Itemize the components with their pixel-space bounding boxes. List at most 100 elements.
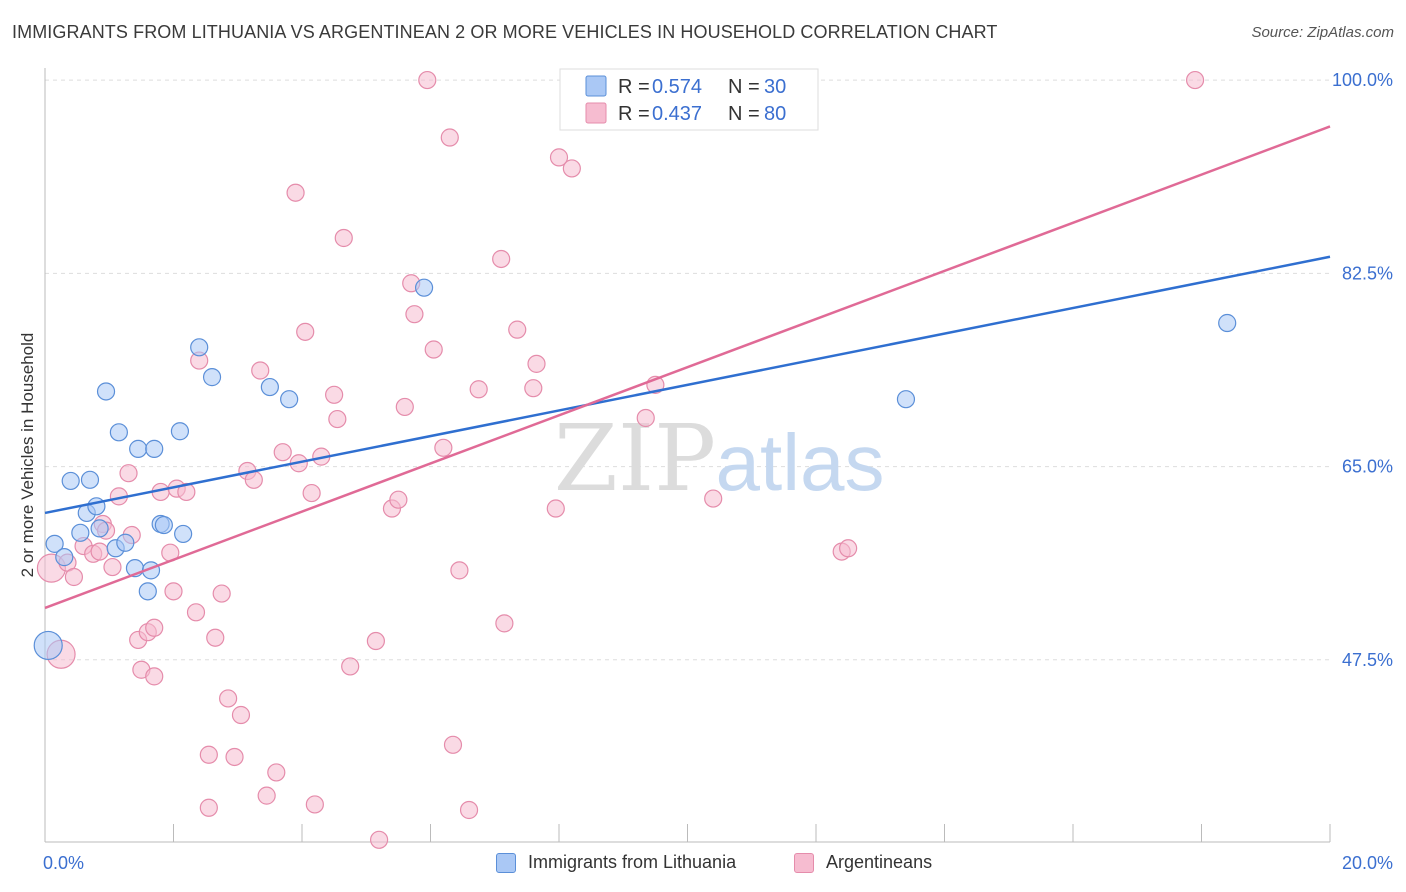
argentineans-point xyxy=(267,763,286,782)
x-tick-label-max: 20.0% xyxy=(1342,853,1393,873)
argentineans-point xyxy=(225,747,244,767)
argentineans-point xyxy=(64,567,84,587)
argentineans-point xyxy=(257,786,276,805)
argentineans-point xyxy=(325,385,344,404)
legend-item-argentineans[interactable]: Argentineans xyxy=(794,852,932,873)
lithuania-point xyxy=(96,382,116,401)
argentineans-point xyxy=(424,340,443,359)
argentineans-point xyxy=(395,397,414,417)
argentineans-point xyxy=(244,470,263,489)
argentineans-point xyxy=(704,489,723,508)
argentineans-point xyxy=(199,798,218,817)
lithuania-point xyxy=(170,422,190,441)
legend-n-value-argentineans: 80 xyxy=(764,103,786,125)
legend-n-label-argentineans: N = xyxy=(728,103,760,125)
lithuania-point xyxy=(138,582,157,601)
argentineans-point xyxy=(119,464,138,483)
legend-top: R = 0.574 N = 30 R = 0.437 N = 80 xyxy=(559,68,819,131)
legend-bottom: Immigrants from Lithuania Argentineans xyxy=(0,852,1406,876)
argentineans-point xyxy=(286,183,305,202)
x-tick-label-min: 0.0% xyxy=(43,853,84,873)
lithuania-point xyxy=(61,471,80,491)
argentineans-point xyxy=(527,354,546,373)
source-label: Source: ZipAtlas.com xyxy=(1251,24,1394,41)
argentineans-point xyxy=(145,667,164,686)
argentineans-point xyxy=(405,305,424,324)
y-tick-label: 65.0% xyxy=(1342,457,1393,477)
legend-label-lithuania: Immigrants from Lithuania xyxy=(528,852,737,872)
legend-swatch-lithuania-bottom xyxy=(496,852,516,873)
argentineans-point xyxy=(206,628,225,647)
legend-n-value-lithuania: 30 xyxy=(764,76,786,98)
argentineans-point xyxy=(334,228,353,248)
lithuania-points xyxy=(33,278,1237,661)
lithuania-point xyxy=(80,470,100,489)
y-tick-label: 47.5% xyxy=(1342,650,1393,670)
argentineans-point xyxy=(370,830,389,849)
watermark: ZIP atlas xyxy=(554,405,885,512)
axes xyxy=(44,68,1331,843)
argentineans-point xyxy=(164,582,183,601)
argentineans-point xyxy=(562,159,581,178)
lithuania-point xyxy=(145,439,164,458)
argentineans-point xyxy=(469,380,488,399)
lithuania-point xyxy=(174,524,193,544)
argentineans-point xyxy=(418,70,437,90)
legend-n-label-lithuania: N = xyxy=(728,76,760,98)
argentineans-point xyxy=(103,557,122,577)
argentineans-point xyxy=(273,443,292,462)
lithuania-point xyxy=(45,534,64,553)
legend-item-lithuania[interactable]: Immigrants from Lithuania xyxy=(496,852,736,873)
argentineans-point xyxy=(839,539,858,558)
argentineans-point xyxy=(177,482,196,502)
lithuania-point xyxy=(414,278,434,297)
y-tick-labels: 47.5% 65.0% 82.5% 100.0% xyxy=(1332,70,1393,670)
argentineans-point xyxy=(231,705,251,725)
argentineans-point xyxy=(524,379,543,398)
argentineans-point xyxy=(296,322,315,341)
y-tick-label: 100.0% xyxy=(1332,70,1393,90)
argentineans-point xyxy=(251,361,270,380)
argentineans-point xyxy=(636,408,655,428)
argentineans-point xyxy=(492,249,511,269)
lithuania-point xyxy=(116,533,135,552)
argentineans-point xyxy=(186,603,206,622)
legend-r-label-argentineans: R = xyxy=(618,103,650,125)
lithuania-point xyxy=(154,515,173,535)
argentineans-point xyxy=(328,409,347,429)
lithuania-point xyxy=(1218,313,1237,333)
lithuania-point xyxy=(90,519,109,538)
lithuania-point xyxy=(129,439,148,458)
argentineans-point xyxy=(302,483,321,503)
x-tick-labels: 0.0% 20.0% xyxy=(43,853,1393,873)
argentineans-point xyxy=(495,614,514,633)
legend-label-argentineans: Argentineans xyxy=(826,852,933,872)
argentineans-point xyxy=(305,795,324,814)
lithuania-point xyxy=(202,368,222,387)
watermark-zip: ZIP xyxy=(554,405,716,512)
lithuania-point xyxy=(33,630,63,661)
lithuania-point xyxy=(71,523,90,542)
argentineans-point xyxy=(1185,70,1205,90)
legend-swatch-lithuania xyxy=(585,75,607,97)
y-tick-label: 82.5% xyxy=(1342,263,1393,283)
legend-r-value-lithuania: 0.574 xyxy=(652,76,702,98)
argentineans-point xyxy=(90,542,109,561)
argentineans-point xyxy=(508,320,527,339)
lithuania-point xyxy=(280,390,299,409)
argentineans-point xyxy=(450,561,469,580)
lithuania-point xyxy=(190,338,209,357)
gridlines xyxy=(45,79,1330,661)
lithuania-trend-line xyxy=(44,255,1331,515)
lithuania-point xyxy=(260,377,279,397)
argentineans-point xyxy=(434,438,453,457)
chart-title: IMMIGRANTS FROM LITHUANIA VS ARGENTINEAN… xyxy=(12,22,998,42)
argentineans-point xyxy=(341,657,360,676)
argentineans-point xyxy=(549,148,569,167)
legend-r-label-lithuania: R = xyxy=(618,76,650,98)
trend-lines xyxy=(44,125,1331,610)
argentineans-point xyxy=(546,499,565,518)
argentineans-point xyxy=(389,490,408,509)
lithuania-point xyxy=(55,548,74,567)
argentineans-point xyxy=(440,128,459,147)
